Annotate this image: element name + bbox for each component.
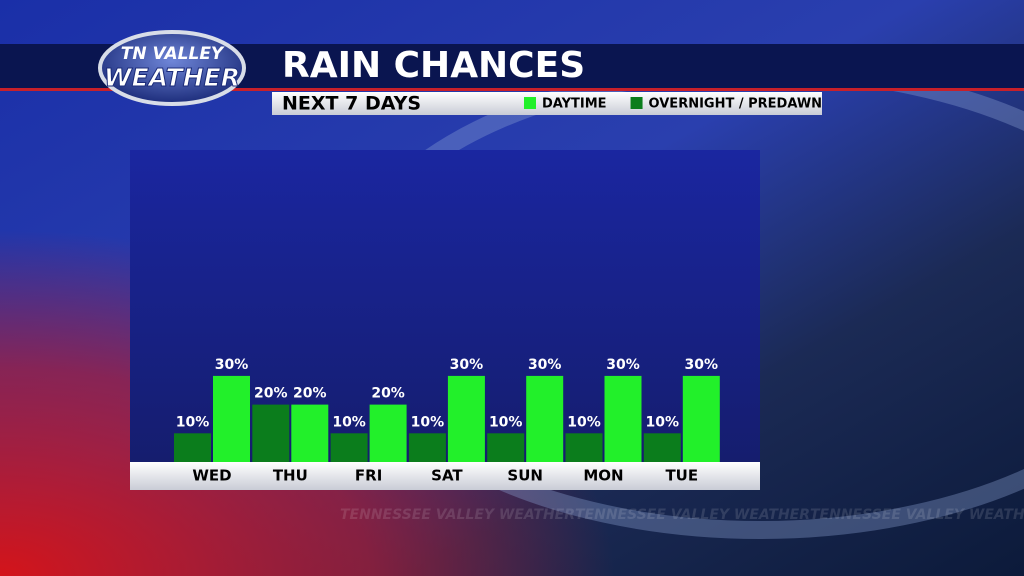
bar — [213, 375, 250, 462]
header-stripe — [0, 88, 1024, 91]
value-label: 10% — [567, 414, 601, 430]
legend-swatch — [630, 97, 643, 109]
watermark: TENNESSEE VALLEY WEATHER — [340, 507, 575, 523]
bar — [330, 433, 368, 462]
legend-label: DAYTIME — [542, 97, 607, 112]
bar — [447, 375, 485, 462]
value-label: 10% — [646, 414, 680, 430]
value-label: 20% — [293, 386, 327, 402]
value-label: 30% — [606, 357, 640, 373]
bar — [408, 433, 446, 462]
logo-line1: TN VALLEY — [121, 44, 225, 64]
bar — [174, 433, 211, 462]
chart-subtitle: NEXT 7 DAYS — [282, 93, 421, 115]
chart-title: RAIN CHANCES — [282, 45, 585, 86]
x-tick-label: FRI — [355, 467, 382, 485]
value-label: 10% — [176, 414, 210, 430]
bar — [643, 433, 681, 462]
watermark: TENNESSEE VALLEY WEATHER — [575, 507, 810, 523]
bar — [526, 375, 564, 462]
value-label: 10% — [489, 414, 523, 430]
logo-badge — [98, 30, 246, 106]
x-tick-label: TUE — [665, 467, 698, 485]
value-label: 30% — [528, 357, 562, 373]
bar — [682, 375, 720, 462]
bar — [604, 375, 642, 462]
value-label: 20% — [371, 386, 405, 402]
bar — [487, 433, 525, 462]
bar — [369, 404, 407, 462]
bar — [252, 404, 290, 462]
logo-line2: WEATHER — [104, 63, 240, 92]
legend-swatch — [524, 97, 536, 109]
subtitle-bar — [272, 92, 822, 115]
watermark: TENNESSEE VALLEY WEATHER — [810, 507, 1024, 523]
x-tick-label: SAT — [431, 467, 463, 485]
category-band — [130, 462, 760, 490]
x-tick-label: THU — [273, 467, 308, 485]
value-label: 30% — [450, 357, 484, 373]
value-label: 10% — [411, 414, 445, 430]
bar — [291, 404, 329, 462]
bar — [565, 433, 603, 462]
value-label: 30% — [215, 357, 249, 373]
x-tick-label: MON — [583, 467, 623, 485]
x-tick-label: SUN — [507, 467, 543, 485]
legend-label: OVERNIGHT / PREDAWN — [649, 97, 823, 112]
x-tick-label: WED — [192, 467, 231, 485]
value-label: 30% — [685, 357, 719, 373]
value-label: 10% — [332, 414, 366, 430]
value-label: 20% — [254, 386, 288, 402]
